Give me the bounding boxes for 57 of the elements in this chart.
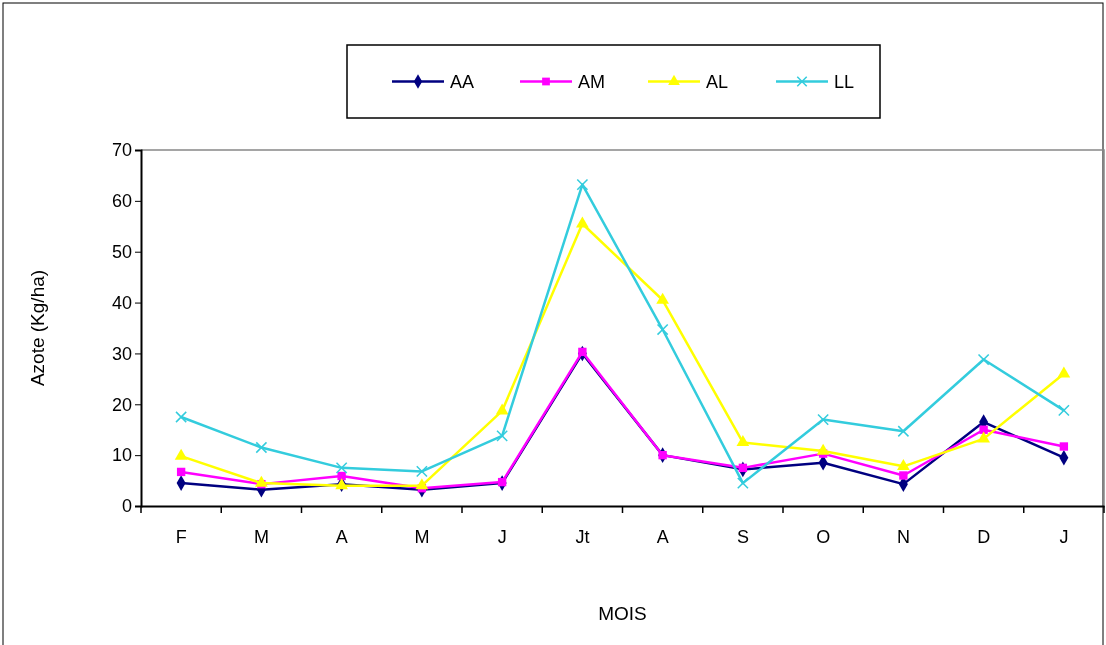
point — [656, 323, 669, 336]
x-tick-label: Jt — [575, 527, 590, 548]
y-axis-title: Azote (Kg/ha) — [27, 269, 48, 387]
x-tick-label: F — [175, 527, 187, 548]
point — [656, 292, 669, 304]
point — [415, 478, 429, 490]
y-tick-label: 10 — [111, 445, 132, 466]
x-tick-label: M — [414, 527, 430, 548]
point — [176, 467, 186, 477]
x-tick-label: S — [736, 527, 749, 548]
point — [897, 458, 910, 470]
x-tick-label: M — [253, 527, 269, 548]
y-tick-label: 60 — [111, 191, 132, 212]
point — [738, 463, 748, 473]
point — [817, 413, 829, 426]
x-tick-label: J — [497, 527, 507, 548]
x-tick-label: A — [335, 527, 348, 548]
x-tick-label: J — [1059, 527, 1069, 548]
point — [578, 347, 587, 357]
point — [495, 403, 509, 415]
point — [977, 353, 990, 366]
legend-label: AM — [578, 71, 605, 92]
point — [337, 471, 346, 481]
point — [416, 465, 428, 478]
point — [737, 477, 749, 489]
point — [899, 471, 908, 480]
point — [576, 216, 589, 228]
point — [897, 425, 910, 438]
point — [255, 475, 268, 487]
point — [1059, 442, 1069, 451]
x-tick-label: A — [656, 527, 669, 548]
legend-label: LL — [834, 71, 855, 92]
point — [979, 425, 988, 434]
y-tick-label: 30 — [111, 343, 132, 364]
point — [335, 461, 348, 474]
point — [977, 431, 990, 443]
x-tick-label: O — [816, 527, 831, 548]
y-tick-label: 0 — [121, 496, 132, 517]
point — [255, 441, 268, 454]
point — [736, 435, 750, 447]
y-tick-label: 50 — [111, 241, 132, 262]
point — [816, 443, 830, 455]
point — [1057, 366, 1071, 378]
point — [1058, 404, 1070, 417]
point — [497, 477, 507, 487]
y-tick-label: 20 — [111, 394, 132, 415]
x-tick-label: N — [896, 527, 910, 548]
y-tick-label: 70 — [111, 140, 132, 161]
legend-label: AL — [706, 71, 729, 92]
point — [174, 448, 188, 460]
y-tick-label: 40 — [111, 292, 132, 313]
point — [496, 429, 508, 442]
legend-label: AA — [450, 71, 475, 92]
x-axis-title: MOIS — [598, 603, 647, 624]
point — [576, 178, 589, 191]
x-tick-label: D — [977, 527, 991, 548]
point — [175, 411, 187, 423]
